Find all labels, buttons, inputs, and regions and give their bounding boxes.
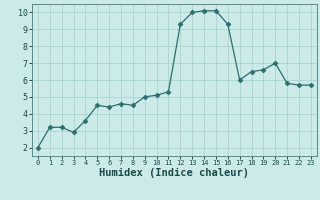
X-axis label: Humidex (Indice chaleur): Humidex (Indice chaleur) <box>100 168 249 178</box>
